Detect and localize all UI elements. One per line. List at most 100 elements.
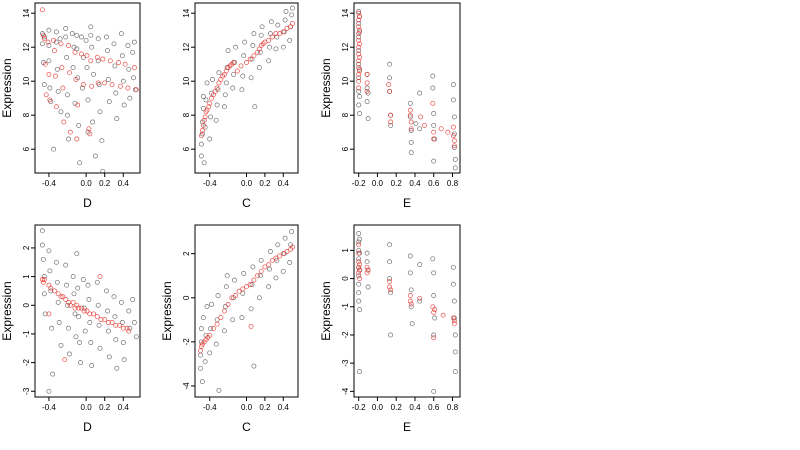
y-tick-label: 2 (182, 251, 191, 256)
data-point (364, 250, 370, 256)
data-point (112, 314, 118, 320)
data-point (365, 116, 371, 122)
y-tick-label: 14 (341, 8, 350, 17)
data-point (236, 288, 242, 294)
x-tick-label: 0.0 (241, 403, 253, 412)
data-point (66, 351, 72, 357)
y-tick-label: 6 (341, 146, 350, 151)
data-point (247, 56, 253, 62)
x-tick-label: 0.4 (118, 179, 130, 188)
data-point (266, 284, 272, 290)
data-point (97, 109, 103, 115)
data-point (130, 297, 136, 302)
data-point (450, 97, 456, 103)
data-point (407, 298, 413, 304)
data-point (357, 267, 363, 273)
data-point (42, 311, 48, 317)
data-point (64, 54, 70, 60)
data-point (451, 145, 457, 150)
data-point (218, 315, 224, 321)
data-point (66, 43, 71, 48)
data-point (432, 315, 438, 321)
points-group (39, 7, 139, 174)
data-point (356, 242, 362, 248)
data-point (69, 31, 75, 37)
data-point (79, 85, 85, 91)
data-point (356, 75, 362, 81)
data-point (229, 295, 235, 301)
data-point (451, 318, 457, 324)
data-point (364, 71, 370, 77)
data-point (356, 85, 362, 91)
data-point (107, 58, 113, 64)
data-point (57, 36, 63, 42)
x-axis-title: C (242, 196, 251, 210)
data-point (232, 277, 237, 283)
data-point (84, 65, 90, 71)
data-point (239, 315, 245, 321)
data-point (201, 117, 207, 123)
y-tick-label: 14 (182, 8, 191, 17)
data-point (41, 277, 47, 282)
x-tick-label: 0.0 (81, 179, 93, 188)
data-point (284, 249, 290, 254)
data-point (121, 357, 127, 363)
data-point (241, 271, 247, 276)
data-point (251, 277, 257, 283)
data-point (259, 24, 265, 30)
data-point (95, 36, 101, 42)
data-point (51, 146, 57, 152)
panel-1: -0.4 0.0 0.2 0.4 6 8 10 12 14 D Expression (0, 2, 141, 210)
data-point (387, 242, 393, 248)
data-point (131, 320, 137, 325)
y-tick-label: 10 (341, 76, 350, 85)
data-point (78, 360, 83, 366)
data-point (89, 44, 95, 50)
data-point (450, 281, 456, 287)
data-point (357, 236, 363, 242)
data-point (74, 136, 80, 142)
data-point (364, 270, 370, 276)
data-point (431, 332, 437, 338)
data-point (99, 138, 105, 144)
data-point (40, 32, 46, 38)
data-point (356, 10, 362, 16)
data-point (357, 369, 363, 375)
data-point (102, 317, 108, 323)
data-point (417, 298, 423, 304)
data-point (225, 48, 231, 54)
data-point (198, 153, 204, 159)
data-point (356, 44, 362, 50)
data-point (58, 109, 64, 115)
data-point (225, 301, 231, 307)
x-tick-label: -0.2 (352, 403, 366, 412)
data-point (266, 37, 272, 43)
x-axis-title: D (83, 196, 92, 210)
data-point (79, 34, 84, 40)
data-point (46, 388, 52, 394)
data-point (47, 85, 53, 91)
data-point (98, 317, 104, 323)
data-point (387, 278, 393, 284)
data-point (56, 320, 62, 325)
data-point (266, 58, 272, 64)
data-point (63, 262, 69, 268)
data-point (73, 77, 79, 82)
data-point (79, 305, 84, 311)
data-point (364, 80, 370, 86)
data-point (62, 357, 68, 363)
data-point (76, 122, 82, 128)
data-point (356, 264, 362, 270)
data-point (112, 63, 118, 69)
data-point (198, 141, 204, 147)
data-point (417, 262, 423, 267)
data-point (452, 349, 458, 355)
y-axis-title: Expression (0, 281, 14, 340)
y-tick-label: -1 (22, 330, 31, 338)
data-point (52, 73, 58, 79)
data-point (105, 320, 111, 325)
data-point (357, 27, 363, 33)
panel-6: -0.2 0.0 0.2 0.4 0.6 0.8 -4 -3 -2 -1 0 1 E Expression (319, 224, 461, 434)
data-point (109, 320, 115, 325)
data-point (81, 308, 87, 314)
